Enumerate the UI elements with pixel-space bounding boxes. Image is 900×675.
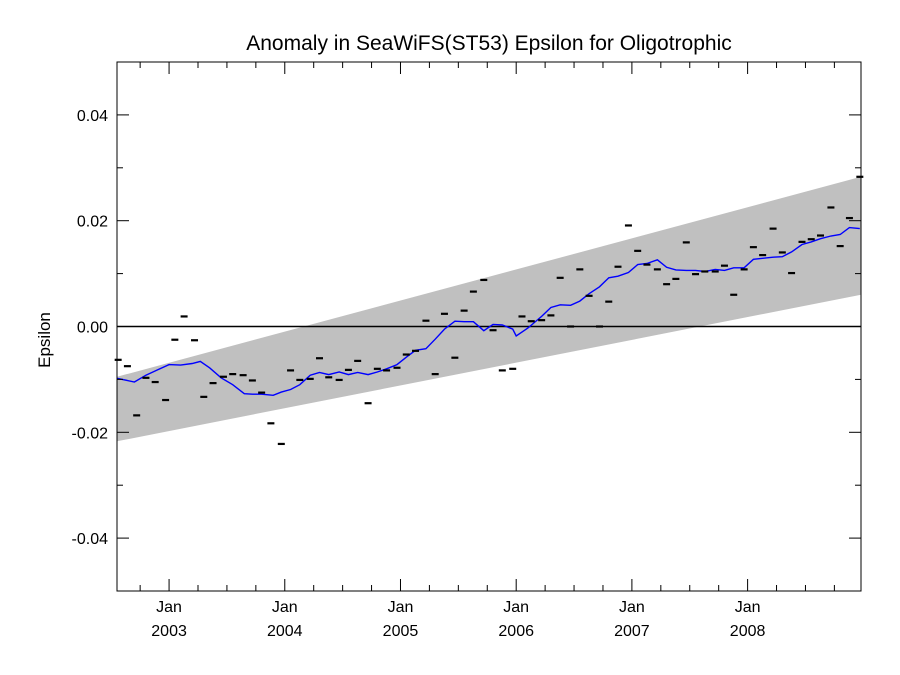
x-tick-label-year: 2008 xyxy=(730,623,766,640)
x-tick-label-year: 2003 xyxy=(151,623,187,640)
x-tick-label-month: Jan xyxy=(503,599,529,616)
x-tick-label-year: 2006 xyxy=(498,623,534,640)
monthly-points-layer xyxy=(114,175,864,446)
confidence-band xyxy=(117,176,861,442)
x-tick-label-year: 2005 xyxy=(383,623,419,640)
x-tick-label-month: Jan xyxy=(619,599,645,616)
y-tick-label: 0.04 xyxy=(77,108,108,125)
y-tick-label: -0.02 xyxy=(72,425,109,442)
y-axis-label: Epsilon xyxy=(35,312,54,368)
band-polygon xyxy=(117,176,861,442)
chart-title: Anomaly in SeaWiFS(ST53) Epsilon for Oli… xyxy=(246,32,732,55)
y-tick-label: -0.04 xyxy=(72,531,109,548)
x-tick-label-year: 2007 xyxy=(614,623,650,640)
x-tick-label-month: Jan xyxy=(272,599,298,616)
axes xyxy=(116,61,862,592)
running-mean-layer xyxy=(116,226,860,397)
y-tick-label: 0.00 xyxy=(77,320,108,337)
x-tick-label-year: 2004 xyxy=(267,623,303,640)
x-tick-label-month: Jan xyxy=(156,599,182,616)
tick-labels: -0.04 -0.02 0.00 0.02 0.04 Jan 2003 Jan 2004 Jan 2… xyxy=(72,108,766,640)
x-tick-label-month: Jan xyxy=(388,599,414,616)
x-tick-label-month: Jan xyxy=(735,599,761,616)
y-tick-label: 0.02 xyxy=(77,214,108,231)
running-mean-line xyxy=(116,226,860,397)
